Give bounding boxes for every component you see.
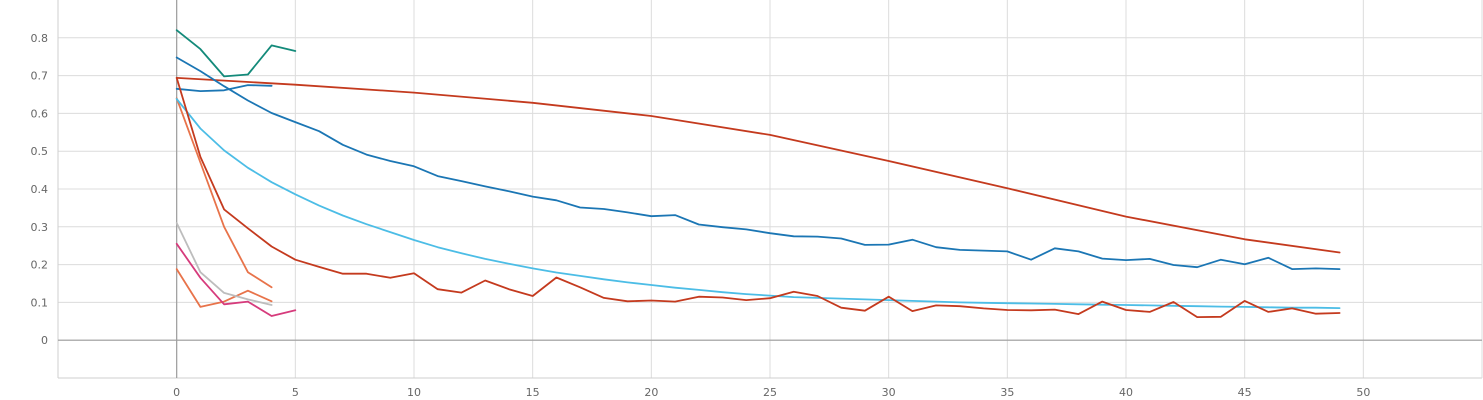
y-tick-label: 0.4 [31, 183, 49, 196]
y-tick-label: 0.3 [31, 221, 49, 234]
y-tick-label: 0.2 [31, 259, 49, 272]
series-line-2 [175, 84, 273, 92]
grid-lines [58, 0, 1482, 378]
x-tick-label: 25 [763, 386, 777, 399]
x-tick-label: 45 [1238, 386, 1252, 399]
x-tick-label: 40 [1119, 386, 1133, 399]
series-line-10 [175, 77, 1341, 319]
tick-labels: 0 5 10 15 20 25 30 35 40 45 50 0 0.1 0.2 0.3 0.4 0.5 0.6 0… [31, 32, 1371, 399]
x-tick-label: 10 [407, 386, 421, 399]
y-tick-label: 0.7 [31, 70, 49, 83]
axes [57, 0, 1483, 379]
series-line-4 [175, 97, 273, 289]
series-line-1 [175, 29, 297, 78]
series-line-3 [175, 268, 273, 308]
y-tick-label: 0.6 [31, 107, 49, 120]
series-line-5 [175, 222, 273, 306]
y-tick-label: 0.5 [31, 145, 49, 158]
x-tick-label: 5 [292, 386, 299, 399]
x-tick-label: 20 [644, 386, 658, 399]
y-tick-label: 0.1 [31, 296, 49, 309]
series-line-7 [175, 77, 1341, 254]
x-tick-label: 0 [173, 386, 180, 399]
series-lines [175, 29, 1341, 319]
series-line-9 [175, 98, 1341, 310]
series-line-6 [175, 242, 297, 317]
series-line-8 [175, 56, 1341, 271]
y-tick-label: 0 [41, 334, 48, 347]
x-tick-label: 30 [882, 386, 896, 399]
y-tick-label: 0.8 [31, 32, 49, 45]
x-tick-label: 50 [1356, 386, 1370, 399]
x-tick-label: 15 [526, 386, 540, 399]
x-tick-label: 35 [1000, 386, 1014, 399]
